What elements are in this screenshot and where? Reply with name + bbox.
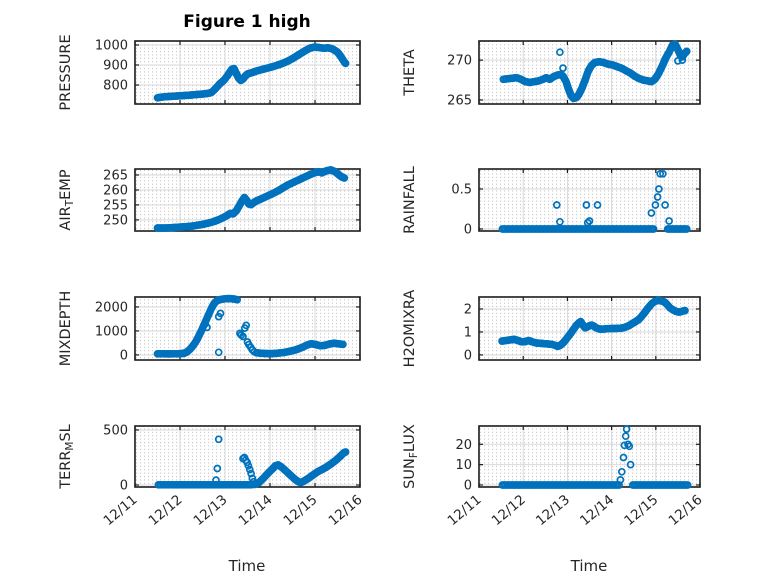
y-tick-label: 250 [103,213,128,228]
x-tick-label: 12/13 [533,492,573,529]
axes-box [478,40,701,105]
y-axis-label-sun-flux: SUNFLUX [402,424,420,489]
x-tick-label: 12/12 [145,492,185,529]
x-axis-label-right: Time [570,557,608,575]
x-tick-label: 12/16 [665,492,705,529]
y-tick-label: 900 [103,59,128,74]
mixdepth-series [153,294,347,358]
y-tick-label: 270 [447,54,472,69]
rainfall-series [498,169,691,233]
y-tick-label: 800 [103,79,128,94]
x-tick-label: 12/14 [577,492,617,529]
y-axis-label-mixdepth: MIXDEPTH [58,291,74,367]
y-axis-label-pressure: PRESSURE [58,34,74,110]
y-tick-label: 1000 [95,324,128,339]
subplot-theta: 265 270 THETA [402,40,701,109]
y-axis-label-terr-msl: TERRMSL [58,424,76,490]
y-tick-label: 1 [464,325,472,340]
x-axis-label-left: Time [228,557,266,575]
subplot-terr-msl: 0 500 12/11 12/12 12/13 12/14 12/15 12/16 TERRMS… [58,423,366,529]
subplot-pressure: 800 900 1000 PRESSURE [58,34,361,111]
y-tick-label: 265 [447,94,472,109]
axes-box [134,168,361,232]
y-tick-label: 10 [455,458,472,473]
minor-grid [479,426,700,487]
y-tick-label: 20 [455,438,472,453]
major-grid [135,297,360,360]
subplot-rainfall: 0 0.5 RAINFALL [402,166,701,238]
y-axis-label-h2omixra: H2OMIXRA [402,290,418,368]
x-tick-label: 12/11 [100,492,140,529]
y-tick-label: 2 [464,302,472,317]
y-tick-label: 0 [120,479,128,494]
theta-series [499,40,691,103]
sun-flux-series [498,425,692,489]
subplot-h2omixra: 0 1 2 H2OMIXRA [402,290,701,368]
x-tick-label: 12/14 [235,492,275,529]
figure-title: Figure 1 high [183,12,311,32]
y-axis-label-air-temp: AIRTEMP [58,169,76,230]
y-tick-label: 260 [103,183,128,198]
terr-msl-series [154,435,350,489]
y-tick-label: 265 [103,168,128,183]
y-tick-label: 0 [464,348,472,363]
x-tick-label: 12/11 [444,492,484,529]
subplot-mixdepth: 0 1000 2000 MIXDEPTH [58,291,361,367]
x-tick-label: 12/15 [280,492,320,529]
axes-box [134,40,361,105]
axes-box [478,296,701,361]
pressure-series [153,43,350,102]
y-axis-label-theta: THETA [402,49,418,97]
axes-box [134,296,361,361]
y-axis-label-rainfall: RAINFALL [402,166,418,234]
h2omixra-series [498,296,689,351]
y-tick-label: 500 [103,423,128,438]
x-tick-label: 12/12 [489,492,529,529]
y-tick-label: 0 [464,223,472,238]
x-tick-label: 12/15 [621,492,661,529]
air-temp-series [153,166,349,232]
y-tick-label: 0 [464,478,472,493]
y-tick-label: 0.5 [451,183,472,198]
tick-marks [134,41,361,104]
y-tick-label: 1000 [95,39,128,54]
x-tick-label: 12/13 [190,492,230,529]
tick-marks [478,41,701,104]
subplot-sun-flux: 0 10 20 12/11 12/12 12/13 12/14 12/15 12/16 SUNFL… [402,424,706,529]
tick-marks [134,297,361,360]
x-tick-label: 12/16 [325,492,365,529]
y-tick-label: 2000 [95,300,128,315]
y-tick-label: 0 [120,348,128,363]
y-tick-label: 255 [103,198,128,213]
